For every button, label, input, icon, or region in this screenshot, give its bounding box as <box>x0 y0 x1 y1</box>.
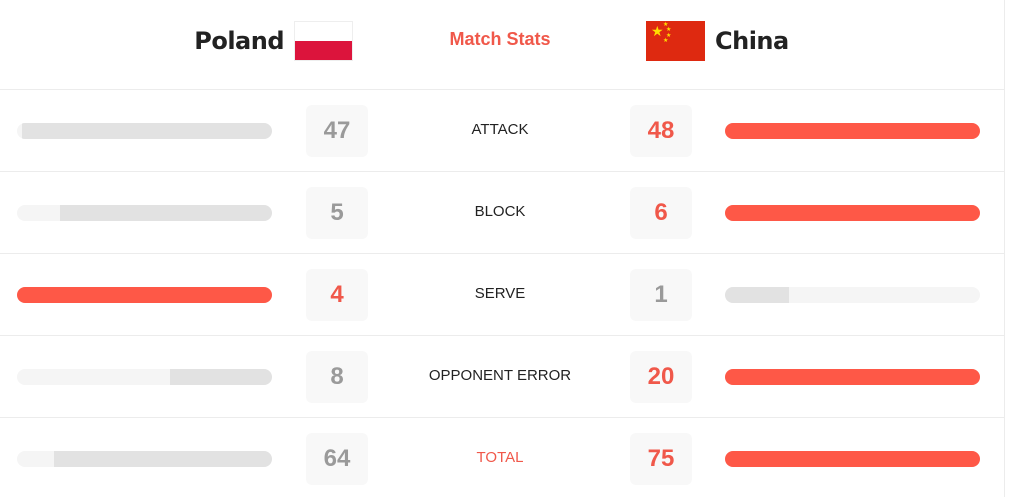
away-stat-value: 6 <box>630 187 692 239</box>
home-stat-bar <box>17 123 272 139</box>
away-stat-value: 48 <box>630 105 692 157</box>
away-team-name: China <box>715 27 789 55</box>
away-stat-bar <box>725 205 980 221</box>
home-stat-bar <box>17 451 272 467</box>
stat-label: ATTACK <box>471 121 529 138</box>
stat-row: 47 ATTACK 48 <box>0 90 1004 172</box>
away-stat-value: 75 <box>630 433 692 485</box>
stat-row: 4 SERVE 1 <box>0 254 1004 336</box>
home-stat-bar <box>17 205 272 221</box>
away-stat-bar <box>725 287 980 303</box>
home-stat-bar-fill <box>170 369 272 385</box>
home-stat-bar <box>17 287 272 303</box>
away-stat-bar-fill <box>725 123 980 139</box>
home-stat-value: 4 <box>306 269 368 321</box>
stat-row: 8 OPPONENT ERROR 20 <box>0 336 1004 418</box>
away-stat-bar-fill <box>725 451 980 467</box>
home-team: Poland <box>194 20 353 62</box>
poland-flag-icon <box>294 21 353 61</box>
stat-label: TOTAL <box>476 449 524 466</box>
home-stat-bar-fill <box>22 123 272 139</box>
home-stat-bar <box>17 369 272 385</box>
home-team-name: Poland <box>194 27 284 55</box>
home-stat-value: 5 <box>306 187 368 239</box>
home-stat-bar-fill <box>17 287 272 303</box>
away-stat-bar-fill <box>725 369 980 385</box>
away-stat-bar-fill <box>725 287 789 303</box>
stat-label: BLOCK <box>474 203 526 220</box>
home-stat-value: 8 <box>306 351 368 403</box>
stat-row: 64 TOTAL 75 <box>0 418 1004 500</box>
stat-row: 5 BLOCK 6 <box>0 172 1004 254</box>
away-stat-bar <box>725 369 980 385</box>
home-stat-value: 47 <box>306 105 368 157</box>
stat-label: SERVE <box>474 285 526 302</box>
home-stat-value: 64 <box>306 433 368 485</box>
away-stat-bar-fill <box>725 205 980 221</box>
away-stat-bar <box>725 451 980 467</box>
away-stat-bar <box>725 123 980 139</box>
home-stat-bar-fill <box>59 205 272 221</box>
away-stat-value: 20 <box>630 351 692 403</box>
header: Poland Match Stats ★ ★ ★ ★ ★ China <box>0 0 1004 90</box>
away-team: ★ ★ ★ ★ ★ China <box>646 20 789 62</box>
china-flag-icon: ★ ★ ★ ★ ★ <box>646 21 705 61</box>
away-stat-value: 1 <box>630 269 692 321</box>
stat-label: OPPONENT ERROR <box>428 367 572 384</box>
home-stat-bar-fill <box>54 451 272 467</box>
page-title: Match Stats <box>449 29 551 49</box>
